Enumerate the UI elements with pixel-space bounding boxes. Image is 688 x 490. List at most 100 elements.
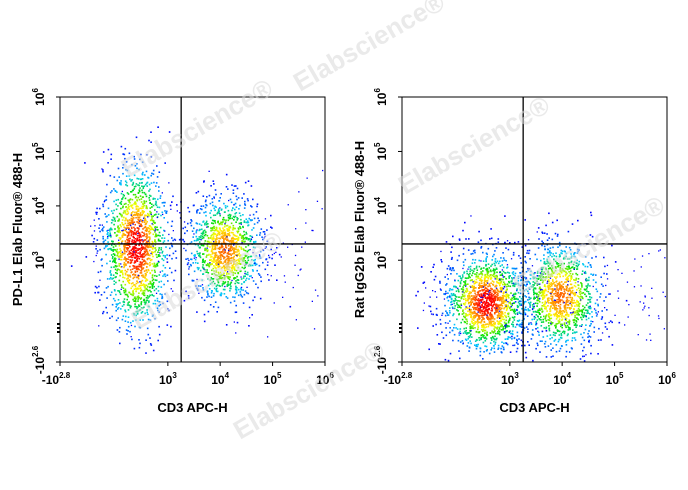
data-point: [586, 265, 589, 268]
data-point: [223, 229, 226, 231]
data-point: [104, 199, 106, 202]
data-point: [123, 252, 125, 255]
data-point: [132, 211, 134, 213]
data-point: [493, 345, 495, 347]
data-point: [214, 254, 217, 257]
data-point: [128, 219, 131, 221]
data-point: [147, 290, 150, 292]
data-point: [565, 344, 568, 346]
data-point: [221, 236, 224, 238]
data-point: [142, 274, 144, 276]
data-point: [218, 257, 221, 259]
data-point: [499, 304, 501, 306]
data-point: [122, 206, 124, 209]
data-point: [135, 202, 137, 204]
data-point: [113, 209, 115, 212]
data-point: [505, 260, 507, 262]
data-point: [234, 277, 237, 279]
data-point: [99, 299, 101, 301]
data-point: [158, 305, 160, 307]
data-point: [134, 260, 136, 262]
data-point: [470, 308, 472, 311]
data-point: [237, 237, 240, 239]
data-point: [145, 284, 148, 287]
data-point: [115, 245, 117, 247]
data-point: [153, 269, 156, 272]
data-point: [162, 201, 165, 204]
data-point: [439, 280, 441, 283]
data-point: [201, 228, 203, 231]
data-point: [243, 220, 246, 222]
data-point: [160, 247, 163, 249]
data-point: [577, 219, 579, 222]
data-point: [134, 257, 136, 259]
data-point: [111, 315, 113, 318]
data-point: [102, 235, 104, 238]
data-point: [151, 253, 153, 256]
data-point: [215, 290, 218, 293]
data-point: [164, 267, 167, 269]
data-point: [485, 333, 488, 336]
data-point: [229, 276, 231, 278]
data-point: [147, 286, 149, 288]
data-point: [199, 285, 202, 287]
data-point: [231, 184, 233, 186]
data-point: [494, 258, 497, 260]
data-point: [297, 274, 299, 277]
data-point: [536, 342, 539, 345]
data-point: [583, 339, 586, 342]
data-point: [475, 345, 477, 348]
data-point: [219, 233, 221, 236]
data-point: [477, 318, 479, 320]
data-point: [231, 247, 233, 249]
data-point: [140, 214, 142, 217]
data-point: [504, 272, 506, 274]
data-point: [229, 287, 231, 289]
data-point: [233, 321, 235, 323]
data-point: [538, 334, 540, 336]
data-point: [121, 272, 124, 274]
data-point: [142, 307, 144, 309]
data-point: [196, 252, 199, 255]
data-point: [119, 293, 122, 295]
data-point: [491, 330, 493, 332]
data-point: [136, 312, 139, 315]
data-point: [190, 224, 193, 227]
data-point: [129, 252, 131, 254]
data-point: [500, 278, 503, 281]
data-point: [138, 263, 141, 266]
data-point: [471, 318, 474, 320]
data-point: [471, 262, 474, 264]
data-point: [505, 291, 507, 294]
data-point: [139, 234, 142, 236]
data-point: [209, 259, 211, 261]
data-point: [212, 280, 215, 283]
data-point: [458, 313, 460, 316]
data-point: [118, 255, 120, 258]
data-point: [235, 259, 238, 262]
data-point: [569, 289, 572, 292]
data-point: [146, 309, 148, 311]
data-point: [466, 345, 469, 347]
data-point: [232, 258, 235, 261]
data-point: [446, 283, 448, 285]
data-point: [128, 256, 130, 258]
data-point: [243, 233, 246, 236]
data-point: [494, 341, 497, 344]
data-point: [495, 309, 497, 311]
data-point: [214, 233, 217, 235]
data-point: [510, 292, 512, 294]
data-point: [128, 232, 130, 234]
data-point: [525, 300, 527, 303]
data-point: [135, 254, 138, 257]
data-point: [216, 259, 218, 261]
data-point: [109, 230, 111, 232]
left-scatter-points: [70, 126, 324, 354]
data-point: [122, 196, 124, 199]
data-point: [110, 228, 113, 231]
data-point: [538, 297, 541, 300]
data-point: [158, 261, 160, 263]
data-point: [131, 248, 133, 251]
data-point: [479, 312, 482, 314]
data-point: [231, 253, 234, 255]
